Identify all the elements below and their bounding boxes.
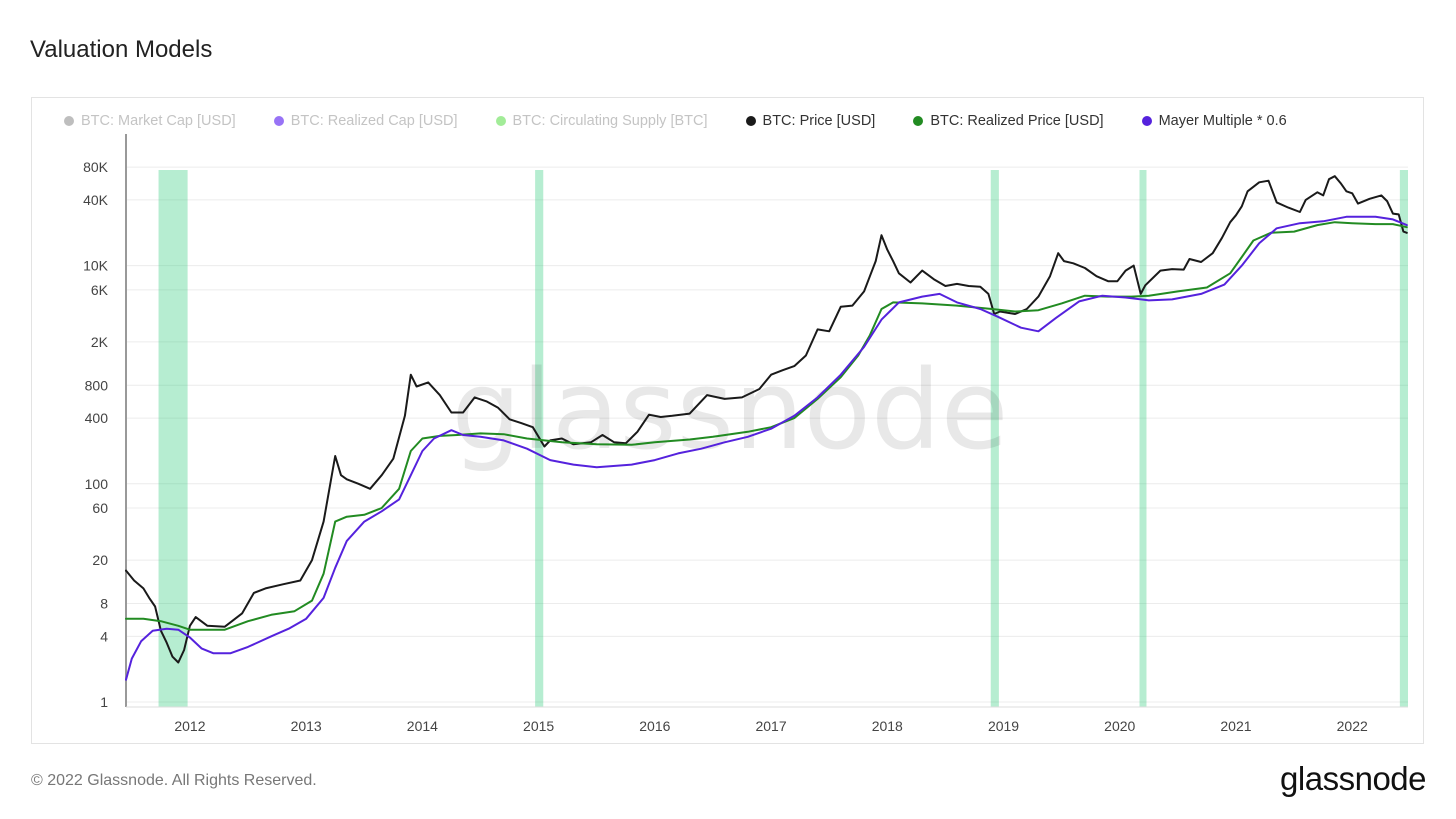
- x-tick-label: 2015: [523, 718, 554, 734]
- x-tick-label: 2013: [291, 718, 322, 734]
- legend-label: BTC: Realized Cap [USD]: [290, 113, 458, 129]
- legend-dot-icon: [1141, 116, 1152, 126]
- y-tick-label: 1: [100, 694, 108, 710]
- legend-dot-icon: [495, 116, 506, 126]
- legend-item-circulating-supply[interactable]: BTC: Circulating Supply [BTC]: [495, 113, 708, 129]
- y-tick-label: 10K: [83, 258, 109, 274]
- legend-item-market-cap[interactable]: BTC: Market Cap [USD]: [64, 113, 236, 129]
- legend-dot-icon: [913, 116, 924, 126]
- legend-item-realized-price[interactable]: BTC: Realized Price [USD]: [913, 113, 1104, 129]
- legend-label: BTC: Realized Price [USD]: [930, 113, 1104, 129]
- y-tick-label: 80K: [83, 159, 109, 175]
- watermark-text: glassnode: [452, 346, 1009, 474]
- legend-label: BTC: Price [USD]: [762, 113, 876, 129]
- chart-legend: BTC: Market Cap [USD] BTC: Realized Cap …: [64, 110, 1325, 132]
- y-tick-label: 40K: [83, 192, 109, 208]
- x-tick-label: 2020: [1104, 718, 1135, 734]
- y-tick-label: 8: [100, 595, 108, 611]
- brand-logo: glassnode: [1280, 760, 1426, 797]
- x-tick-label: 2021: [1220, 718, 1251, 734]
- x-tick-label: 2016: [639, 718, 670, 734]
- x-tick-label: 2018: [872, 718, 903, 734]
- legend-item-realized-cap[interactable]: BTC: Realized Cap [USD]: [273, 113, 458, 129]
- x-tick-label: 2019: [988, 718, 1019, 734]
- highlight-band: [990, 170, 999, 707]
- legend-dot-icon: [64, 116, 74, 126]
- x-tick-label: 2017: [755, 718, 786, 734]
- highlight-band: [158, 170, 188, 707]
- legend-label: BTC: Market Cap [USD]: [81, 113, 236, 129]
- y-tick-label: 6K: [91, 282, 109, 298]
- legend-item-mayer-multiple[interactable]: Mayer Multiple * 0.6: [1141, 113, 1287, 129]
- x-tick-label: 2022: [1337, 718, 1368, 734]
- y-tick-label: 4: [100, 628, 108, 644]
- legend-label: BTC: Circulating Supply [BTC]: [512, 113, 708, 129]
- footer-copyright: © 2022 Glassnode. All Rights Reserved.: [31, 772, 317, 789]
- highlight-band: [1139, 170, 1147, 707]
- page-title: Valuation Models: [30, 36, 213, 63]
- y-tick-label: 100: [85, 476, 109, 492]
- chart-frame: [31, 97, 1424, 744]
- y-tick-label: 20: [92, 552, 108, 568]
- legend-label: Mayer Multiple * 0.6: [1158, 113, 1287, 129]
- realized-price-line: [125, 221, 1408, 631]
- y-tick-label: 2K: [91, 334, 109, 350]
- y-tick-label: 800: [85, 377, 109, 393]
- x-tick-label: 2012: [174, 718, 205, 734]
- legend-item-price[interactable]: BTC: Price [USD]: [745, 113, 876, 129]
- price-line: [125, 175, 1408, 664]
- mayer-multiple-line: [125, 215, 1408, 681]
- legend-dot-icon: [273, 116, 284, 126]
- highlight-band: [1399, 170, 1408, 707]
- x-tick-label: 2014: [407, 718, 438, 734]
- legend-dot-icon: [745, 116, 756, 126]
- y-tick-label: 60: [92, 500, 108, 516]
- y-tick-label: 400: [85, 410, 109, 426]
